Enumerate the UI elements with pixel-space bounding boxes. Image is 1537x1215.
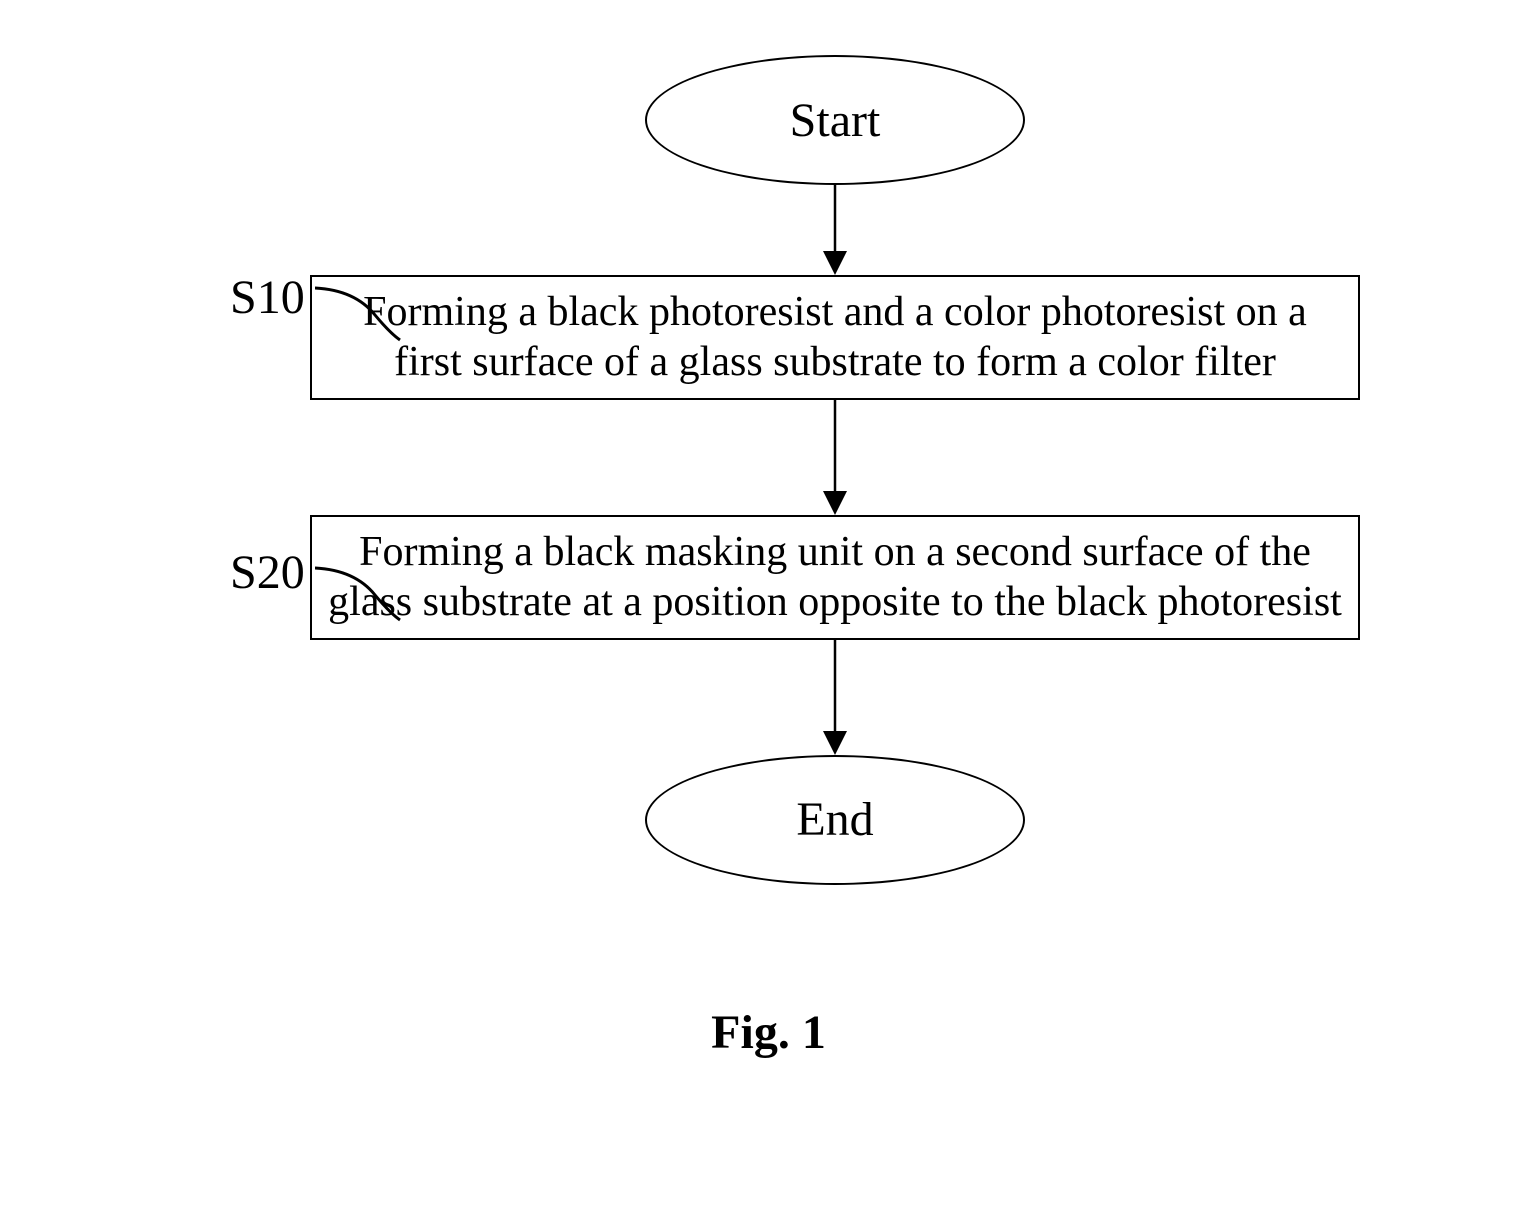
arrow-2-container <box>310 400 1360 515</box>
step-label-s20: S20 <box>230 545 305 600</box>
arrow-1-container <box>310 185 1360 275</box>
process-s10-text: Forming a black photoresist and a color … <box>327 287 1343 388</box>
process-s20-text: Forming a black masking unit on a second… <box>327 527 1343 628</box>
callout-connector-s10 <box>315 275 405 345</box>
arrow-down-icon <box>815 640 855 755</box>
process-s10: Forming a black photoresist and a color … <box>310 275 1360 400</box>
flowchart-container: Start S10 Forming a black photoresist an… <box>120 55 1420 885</box>
end-terminal: End <box>645 755 1025 885</box>
figure-caption: Fig. 1 <box>0 1005 1537 1060</box>
end-label: End <box>796 792 873 847</box>
start-node-wrapper: Start <box>310 55 1360 185</box>
process-s20: Forming a black masking unit on a second… <box>310 515 1360 640</box>
start-terminal: Start <box>645 55 1025 185</box>
arrow-down-icon <box>815 400 855 515</box>
arrow-down-icon <box>815 185 855 275</box>
end-node-wrapper: End <box>310 755 1360 885</box>
arrow-3-container <box>310 640 1360 755</box>
callout-connector-s20 <box>315 555 405 625</box>
start-label: Start <box>790 93 881 148</box>
step-label-s10: S10 <box>230 270 305 325</box>
